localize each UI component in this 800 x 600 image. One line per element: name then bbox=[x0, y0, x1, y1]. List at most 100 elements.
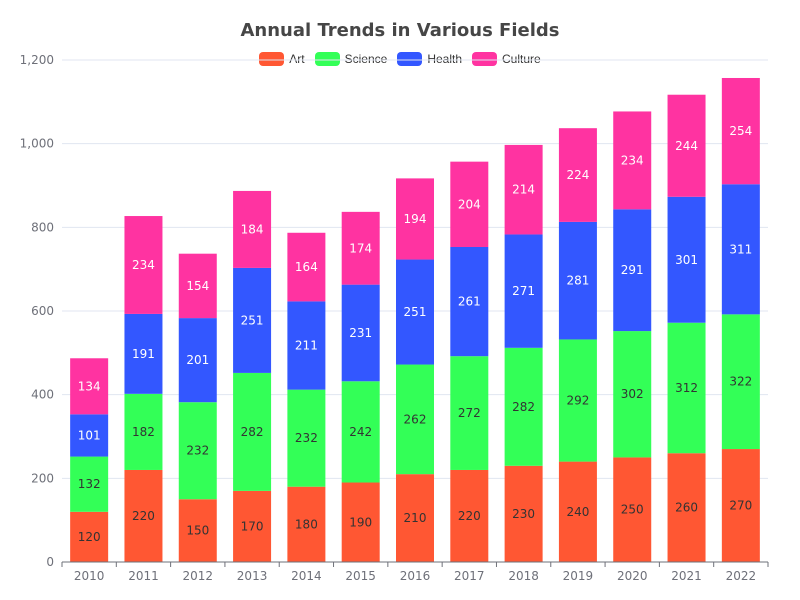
bar-art[interactable] bbox=[178, 499, 217, 562]
data-label: 204 bbox=[458, 197, 481, 211]
bar-health[interactable] bbox=[721, 184, 760, 315]
x-tick-label: 2018 bbox=[508, 569, 539, 583]
y-tick-label: 0 bbox=[46, 555, 54, 569]
legend-label-art: Art bbox=[289, 52, 305, 66]
data-label: 174 bbox=[349, 241, 372, 255]
legend-label-science: Science bbox=[344, 52, 388, 66]
bar-science[interactable] bbox=[233, 372, 272, 491]
legend-item-health[interactable]: Health bbox=[397, 52, 462, 66]
bar-science[interactable] bbox=[341, 381, 380, 483]
bar-health[interactable] bbox=[396, 259, 434, 365]
bar-art[interactable] bbox=[287, 486, 326, 562]
legend-label-health: Health bbox=[427, 52, 463, 66]
data-label: 191 bbox=[132, 347, 155, 361]
bar-science[interactable] bbox=[504, 347, 543, 466]
bar-science[interactable] bbox=[450, 356, 489, 470]
data-label: 234 bbox=[621, 153, 644, 167]
data-label: 281 bbox=[566, 274, 589, 288]
bar-art[interactable] bbox=[450, 469, 489, 562]
bar-culture[interactable] bbox=[70, 358, 109, 415]
bar-culture[interactable] bbox=[233, 190, 272, 268]
data-label: 251 bbox=[404, 305, 427, 319]
data-label: 312 bbox=[675, 381, 698, 395]
bar-science[interactable] bbox=[178, 402, 217, 500]
x-tick-label: 2021 bbox=[671, 569, 702, 583]
bar-health[interactable] bbox=[287, 301, 326, 390]
bar-health[interactable] bbox=[450, 246, 489, 357]
bar-art[interactable] bbox=[124, 469, 163, 562]
legend-item-art[interactable]: Art bbox=[259, 52, 305, 66]
x-tick-label: 2013 bbox=[237, 569, 268, 583]
bar-culture[interactable] bbox=[504, 144, 543, 235]
data-label: 194 bbox=[404, 212, 427, 226]
bar-culture[interactable] bbox=[341, 211, 380, 285]
bar-art[interactable] bbox=[667, 453, 706, 562]
bar-science[interactable] bbox=[124, 393, 163, 470]
bar-science[interactable] bbox=[613, 331, 652, 458]
data-label: 272 bbox=[458, 406, 481, 420]
x-tick-label: 2012 bbox=[182, 569, 213, 583]
bar-culture[interactable] bbox=[287, 232, 326, 302]
bar-health[interactable] bbox=[178, 318, 217, 403]
legend-swatch-health bbox=[397, 52, 423, 66]
data-label: 291 bbox=[621, 263, 644, 277]
x-tick-label: 2022 bbox=[726, 569, 757, 583]
data-label: 250 bbox=[621, 503, 644, 517]
bar-culture[interactable] bbox=[721, 77, 760, 185]
x-tick-label: 2010 bbox=[74, 569, 105, 583]
bar-science[interactable] bbox=[287, 389, 326, 487]
data-label: 282 bbox=[241, 425, 264, 439]
data-label: 101 bbox=[78, 428, 101, 442]
bar-health[interactable] bbox=[70, 414, 109, 457]
chart-title: Annual Trends in Various Fields bbox=[240, 20, 560, 41]
data-label: 224 bbox=[566, 168, 589, 182]
bar-health[interactable] bbox=[667, 196, 706, 323]
bar-art[interactable] bbox=[613, 457, 652, 562]
bar-science[interactable] bbox=[667, 322, 706, 454]
bar-culture[interactable] bbox=[613, 111, 652, 210]
data-label: 240 bbox=[566, 505, 589, 519]
legend: Art Science Health Culture bbox=[0, 52, 800, 66]
bar-art[interactable] bbox=[396, 474, 434, 562]
bar-art[interactable] bbox=[721, 449, 760, 562]
bar-health[interactable] bbox=[504, 234, 543, 348]
legend-item-culture[interactable]: Culture bbox=[472, 52, 541, 66]
data-label: 232 bbox=[186, 444, 209, 458]
data-label: 190 bbox=[349, 515, 372, 529]
data-label: 311 bbox=[729, 242, 752, 256]
data-label: 234 bbox=[132, 258, 155, 272]
data-label: 322 bbox=[729, 375, 752, 389]
bar-health[interactable] bbox=[613, 209, 652, 332]
bar-culture[interactable] bbox=[124, 216, 163, 314]
bar-art[interactable] bbox=[558, 461, 597, 562]
bar-culture[interactable] bbox=[667, 94, 706, 197]
data-label: 134 bbox=[78, 379, 101, 393]
data-label: 184 bbox=[241, 222, 264, 236]
bar-art[interactable] bbox=[504, 465, 543, 562]
bar-health[interactable] bbox=[233, 267, 272, 373]
bar-science[interactable] bbox=[558, 339, 597, 462]
bar-science[interactable] bbox=[721, 314, 760, 450]
bar-culture[interactable] bbox=[450, 161, 489, 247]
legend-item-science[interactable]: Science bbox=[314, 52, 388, 66]
bar-culture[interactable] bbox=[558, 128, 597, 222]
bar-health[interactable] bbox=[341, 284, 380, 382]
bar-art[interactable] bbox=[233, 490, 272, 562]
bar-science[interactable] bbox=[396, 364, 434, 475]
y-tick-label: 1,200 bbox=[20, 53, 54, 67]
bar-culture[interactable] bbox=[178, 253, 217, 319]
bar-art[interactable] bbox=[341, 482, 380, 562]
y-tick-label: 1,000 bbox=[20, 137, 54, 151]
data-label: 120 bbox=[78, 530, 101, 544]
data-label: 260 bbox=[675, 501, 698, 515]
data-label: 231 bbox=[349, 326, 372, 340]
data-label: 232 bbox=[295, 431, 318, 445]
data-label: 262 bbox=[404, 412, 427, 426]
legend-swatch-culture bbox=[472, 52, 498, 66]
bar-art[interactable] bbox=[70, 511, 109, 562]
bar-health[interactable] bbox=[558, 221, 597, 340]
x-tick-label: 2017 bbox=[454, 569, 485, 583]
bar-culture[interactable] bbox=[396, 178, 434, 260]
bar-health[interactable] bbox=[124, 313, 163, 394]
bar-science[interactable] bbox=[70, 456, 109, 512]
